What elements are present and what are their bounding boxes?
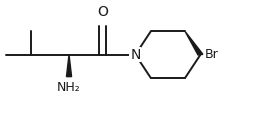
Polygon shape bbox=[185, 31, 203, 55]
Text: NH₂: NH₂ bbox=[57, 81, 81, 94]
Polygon shape bbox=[67, 55, 71, 77]
Text: N: N bbox=[130, 48, 141, 62]
Text: O: O bbox=[97, 5, 108, 19]
Text: Br: Br bbox=[204, 48, 218, 61]
Text: N: N bbox=[130, 48, 141, 62]
Text: O: O bbox=[97, 5, 108, 19]
